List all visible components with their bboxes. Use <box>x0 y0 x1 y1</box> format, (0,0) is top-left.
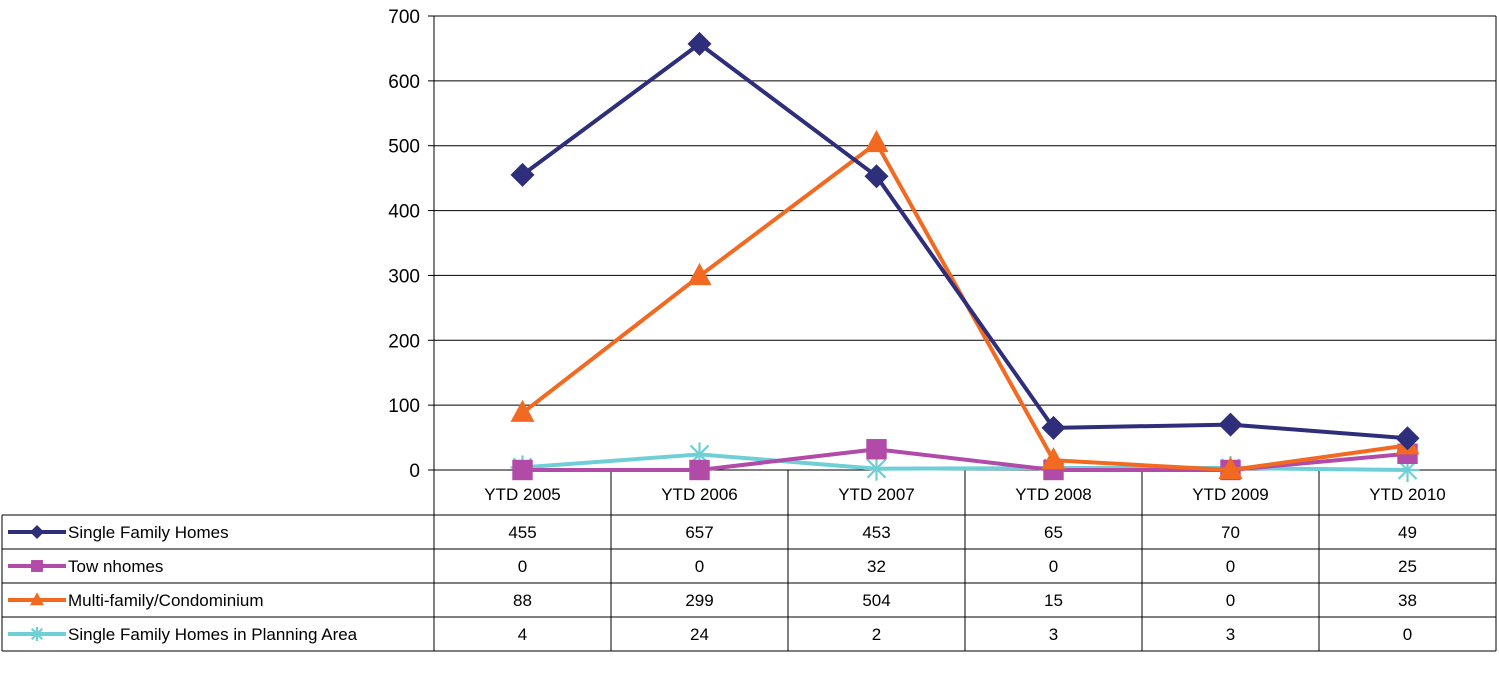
data-point <box>864 129 889 153</box>
y-tick-label: 400 <box>388 202 420 223</box>
y-tick-label: 600 <box>388 72 420 93</box>
table-value: 0 <box>695 557 704 576</box>
table-value: 0 <box>1226 557 1235 576</box>
legend-label: Single Family Homes <box>68 523 229 542</box>
series-line <box>521 41 1408 441</box>
legend-label: Tow nhomes <box>68 557 163 576</box>
table-value: 0 <box>1226 591 1235 610</box>
legend-key-marker <box>31 560 43 572</box>
data-point <box>687 262 712 286</box>
table-value: 504 <box>862 591 890 610</box>
table-value: 4 <box>518 625 527 644</box>
legend-label: Single Family Homes in Planning Area <box>68 625 358 644</box>
table-value: 3 <box>1049 625 1058 644</box>
table-value: 32 <box>867 557 886 576</box>
y-tick-label: 200 <box>388 331 420 352</box>
table-value: 15 <box>1044 591 1063 610</box>
x-category-label: YTD 2007 <box>838 485 915 504</box>
series-line <box>521 141 1408 472</box>
asterisk-stroke <box>30 627 44 641</box>
asterisk-stroke <box>866 458 887 479</box>
data-point <box>864 456 889 481</box>
data-point <box>1395 426 1420 451</box>
table-value: 70 <box>1221 523 1240 542</box>
data-point <box>512 459 533 481</box>
legend-key-marker <box>30 627 44 641</box>
table-value: 0 <box>518 557 527 576</box>
data-point <box>1041 447 1066 470</box>
data-point <box>1395 458 1420 482</box>
data-point <box>1218 456 1243 479</box>
y-tick-label: 500 <box>388 137 420 158</box>
data-point <box>510 399 535 422</box>
table-value: 38 <box>1398 591 1417 610</box>
table-value: 88 <box>513 591 532 610</box>
table-value: 0 <box>1049 557 1058 576</box>
data-point <box>864 164 889 189</box>
x-category-label: YTD 2008 <box>1015 485 1092 504</box>
table-value: 24 <box>690 625 709 644</box>
y-tick-label: 0 <box>409 461 420 482</box>
table-value: 299 <box>685 591 713 610</box>
table-value: 657 <box>685 523 713 542</box>
x-category-label: YTD 2009 <box>1192 485 1269 504</box>
x-category-label: YTD 2006 <box>661 485 738 504</box>
y-tick-label: 700 <box>388 7 420 28</box>
data-point <box>689 459 710 481</box>
asterisk-stroke <box>1397 460 1418 480</box>
table-value: 49 <box>1398 523 1417 542</box>
legend-label: Multi-family/Condominium <box>68 591 264 610</box>
data-point <box>1218 412 1243 437</box>
data-point <box>687 31 712 56</box>
x-category-label: YTD 2005 <box>484 485 561 504</box>
table-value: 3 <box>1226 625 1235 644</box>
y-tick-label: 300 <box>388 266 420 287</box>
table-value: 25 <box>1398 557 1417 576</box>
legend-key-marker <box>30 592 44 606</box>
table-value: 65 <box>1044 523 1063 542</box>
data-point <box>1041 415 1066 440</box>
legend-key-marker <box>30 525 44 539</box>
table-value: 0 <box>1403 625 1412 644</box>
table-value: 455 <box>508 523 536 542</box>
table-value: 453 <box>862 523 890 542</box>
table-value: 2 <box>872 625 881 644</box>
data-point <box>510 162 535 187</box>
data-point <box>866 439 887 460</box>
y-tick-label: 100 <box>388 396 420 417</box>
x-category-label: YTD 2010 <box>1369 485 1446 504</box>
